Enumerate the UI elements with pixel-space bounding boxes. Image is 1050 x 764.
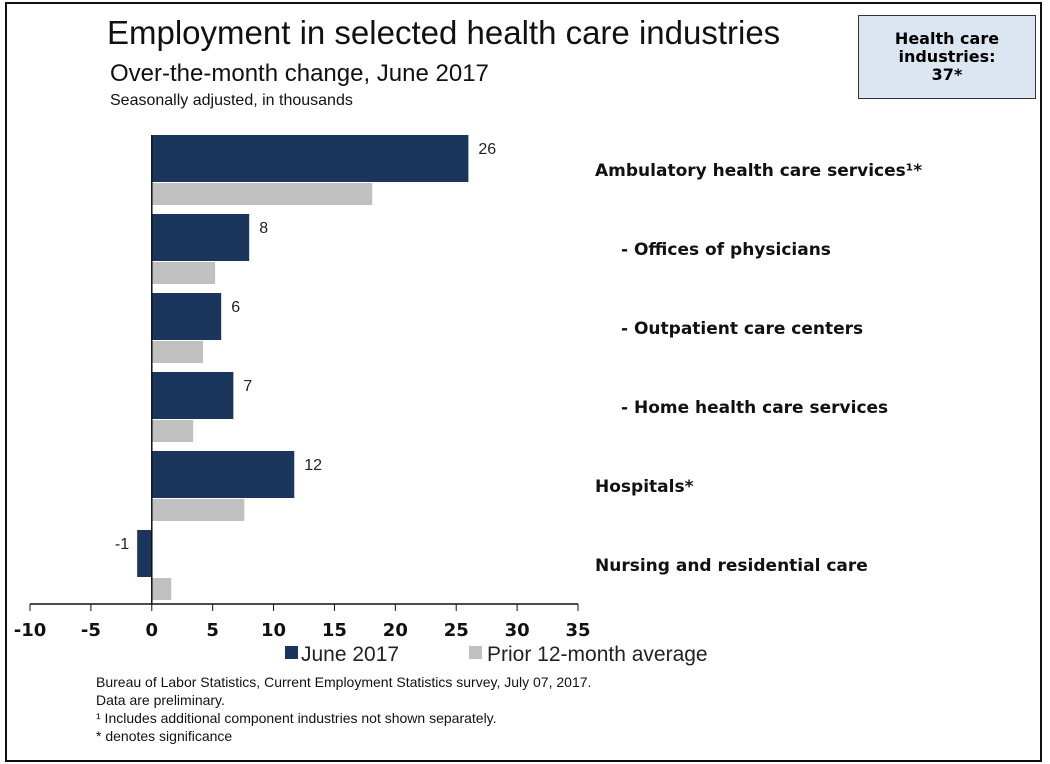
x-tick-label: -10	[14, 620, 47, 641]
bar-prior-average	[151, 262, 216, 284]
source-note: Bureau of Labor Statistics, Current Empl…	[96, 674, 592, 690]
x-tick-label: 30	[505, 620, 530, 641]
data-label: 6	[231, 299, 240, 316]
chart-units: Seasonally adjusted, in thousands	[110, 92, 353, 109]
chart-title: Employment in selected health care indus…	[107, 14, 781, 51]
bar-june-2017	[151, 214, 250, 261]
category-label: Hospitals*	[595, 477, 694, 497]
bar-prior-average	[151, 578, 172, 600]
category-label: Ambulatory health care services¹*	[595, 161, 922, 181]
significance-note: * denotes significance	[96, 728, 233, 744]
bar-prior-average	[151, 499, 245, 521]
x-tick-label: -5	[81, 620, 101, 641]
data-label: 8	[259, 220, 268, 237]
legend-label-prior-average: Prior 12-month average	[487, 643, 708, 666]
data-label: -1	[115, 536, 129, 553]
total-callout: Health care industries: 37*	[858, 15, 1036, 99]
bar-june-2017	[151, 372, 234, 419]
x-tick-label: 25	[444, 620, 469, 641]
x-tick-label: 20	[383, 620, 408, 641]
x-tick-label: 15	[322, 620, 347, 641]
x-tick-label: 35	[565, 620, 590, 641]
bar-june-2017	[151, 293, 222, 340]
bar-june-2017	[151, 135, 469, 182]
bar-prior-average	[151, 420, 194, 442]
data-label: 7	[243, 378, 252, 395]
data-label: 26	[478, 141, 496, 158]
x-tick-label: 5	[206, 620, 219, 641]
preliminary-note: Data are preliminary.	[96, 692, 225, 708]
bar-june-2017	[151, 451, 295, 498]
legend-swatch-prior-average	[469, 646, 482, 659]
category-label: Nursing and residential care	[595, 556, 868, 576]
category-label: - Offices of physicians	[621, 240, 831, 260]
bar-prior-average	[151, 183, 373, 205]
footnote-1: ¹ Includes additional component industri…	[96, 710, 497, 726]
legend-swatch-june-2017	[285, 646, 298, 659]
bar-june-2017	[137, 530, 152, 577]
bar-prior-average	[151, 341, 203, 363]
chart-border	[5, 2, 1042, 762]
data-label: 12	[304, 457, 322, 474]
legend-label-june-2017: June 2017	[301, 643, 399, 666]
x-tick-label: 10	[261, 620, 286, 641]
category-label: - Outpatient care centers	[621, 319, 863, 339]
chart-subtitle: Over-the-month change, June 2017	[110, 60, 489, 87]
x-tick-label: 0	[146, 620, 159, 641]
category-label: - Home health care services	[621, 398, 888, 418]
